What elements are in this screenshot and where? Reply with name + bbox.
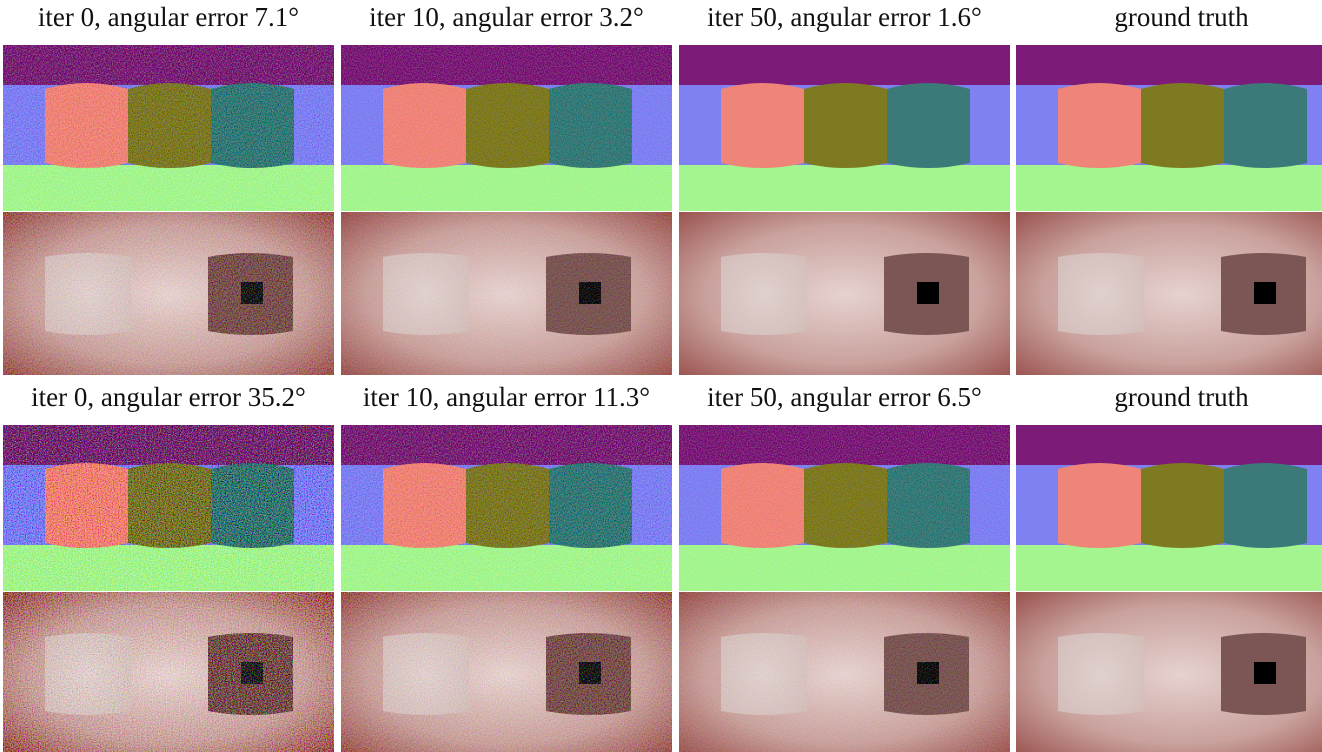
result-image <box>3 425 334 752</box>
figure: iter 0, angular error 7.1° iter 10, angul… <box>0 0 1322 752</box>
result-image <box>3 45 334 377</box>
caption: iter 0, angular error 35.2° <box>31 382 306 412</box>
caption: ground truth <box>1114 2 1249 32</box>
result-image <box>679 45 1010 377</box>
caption: iter 50, angular error 1.6° <box>707 2 982 32</box>
result-image <box>341 425 672 752</box>
caption: iter 10, angular error 3.2° <box>369 2 644 32</box>
result-image <box>679 425 1010 752</box>
result-image <box>1016 45 1322 377</box>
result-image <box>1016 425 1322 752</box>
result-image <box>341 45 672 377</box>
caption: ground truth <box>1114 382 1249 412</box>
caption: iter 0, angular error 7.1° <box>38 2 299 32</box>
caption: iter 50, angular error 6.5° <box>707 382 982 412</box>
caption: iter 10, angular error 11.3° <box>363 382 650 412</box>
